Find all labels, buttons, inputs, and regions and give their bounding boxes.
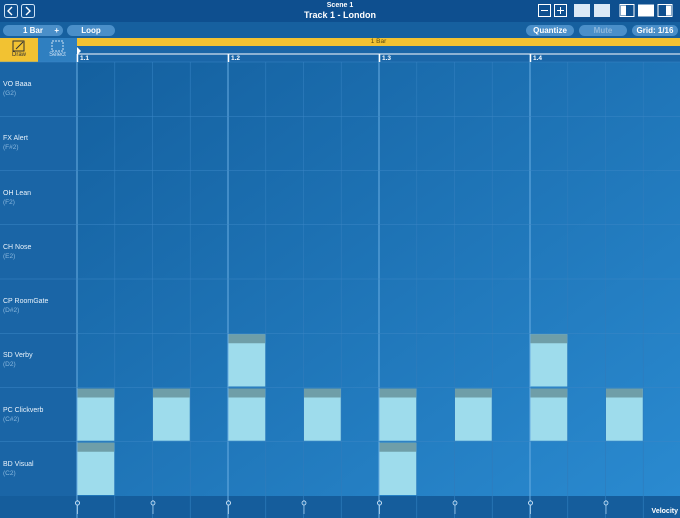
note-velocity bbox=[77, 388, 115, 398]
row-label[interactable]: SD Verby (D2) bbox=[3, 352, 33, 368]
instrument-name: VO Baaa bbox=[3, 81, 32, 88]
row-label[interactable]: OH Lean (F2) bbox=[3, 190, 31, 206]
note-name: (E2) bbox=[3, 252, 16, 260]
instrument-name: FX Alert bbox=[3, 135, 28, 143]
note[interactable] bbox=[379, 442, 417, 495]
row-label[interactable]: CP RoomGate (D#2) bbox=[3, 298, 48, 314]
note-velocity bbox=[153, 388, 190, 398]
note-velocity bbox=[606, 388, 643, 398]
note[interactable] bbox=[304, 388, 341, 441]
velocity-handle bbox=[150, 500, 156, 506]
nav-buttons[interactable] bbox=[4, 4, 36, 19]
velocity-label: Velocity bbox=[651, 508, 678, 515]
length-button[interactable]: 1 Bar + bbox=[3, 25, 63, 36]
playhead bbox=[77, 47, 81, 55]
note[interactable] bbox=[228, 388, 266, 441]
draw-icon bbox=[12, 40, 25, 52]
velocity-handle bbox=[452, 500, 458, 506]
draw-tool[interactable]: Draw bbox=[0, 38, 38, 62]
note-velocity bbox=[379, 442, 417, 452]
draw-label: Draw bbox=[11, 52, 26, 58]
velocity-handle bbox=[301, 500, 307, 506]
row-label[interactable]: PC Clickverb (C#2) bbox=[3, 407, 43, 423]
loop-region[interactable]: 1 Bar bbox=[77, 38, 680, 46]
instrument-name: OH Lean bbox=[3, 189, 32, 197]
velocity-handle bbox=[226, 500, 231, 506]
note-name: (C2) bbox=[3, 469, 16, 477]
note[interactable] bbox=[77, 388, 115, 441]
note-name: (F2) bbox=[3, 198, 15, 206]
ruler-label: 1.3 bbox=[382, 55, 391, 62]
add-button[interactable]: + bbox=[54, 26, 59, 35]
note-name: (G2) bbox=[3, 90, 16, 97]
note[interactable] bbox=[455, 388, 492, 441]
row-label[interactable]: FX Alert (F#2) bbox=[3, 135, 28, 151]
note-velocity bbox=[228, 388, 266, 398]
note-velocity bbox=[379, 388, 417, 398]
instrument-name: PC Clickverb bbox=[3, 406, 44, 414]
title-bar: Scene 1 Track 1 - London bbox=[0, 0, 680, 22]
select-icon bbox=[51, 40, 63, 52]
note-velocity bbox=[228, 334, 266, 344]
velocity-handle bbox=[528, 500, 533, 506]
ruler-label: 1.2 bbox=[231, 55, 240, 62]
loop-button[interactable]: Loop bbox=[67, 25, 115, 36]
note-velocity bbox=[455, 388, 492, 398]
note-velocity bbox=[530, 334, 568, 344]
note-name: (C#2) bbox=[3, 415, 20, 423]
select-label: Select bbox=[49, 52, 66, 58]
grid-button[interactable]: Grid: 1/16 bbox=[632, 25, 678, 36]
select-tool[interactable]: Select bbox=[38, 38, 77, 62]
note[interactable] bbox=[379, 388, 417, 441]
row-label[interactable]: BD Visual (C2) bbox=[3, 461, 34, 477]
note[interactable] bbox=[228, 334, 266, 387]
note-name: (D#2) bbox=[3, 307, 20, 314]
note[interactable] bbox=[530, 334, 568, 387]
note-velocity bbox=[530, 388, 568, 398]
note-velocity bbox=[304, 388, 341, 398]
view-buttons[interactable] bbox=[538, 4, 678, 19]
velocity-handle bbox=[75, 500, 80, 506]
row-label[interactable]: VO Baaa (G2) bbox=[3, 81, 31, 97]
ruler-label: 1.4 bbox=[533, 55, 542, 62]
note[interactable] bbox=[530, 388, 568, 441]
scene-name: Scene 1 bbox=[326, 2, 354, 9]
instrument-name: CH Nose bbox=[3, 243, 32, 251]
length-text: 1 Bar bbox=[22, 26, 43, 35]
velocity-handle bbox=[377, 500, 382, 506]
quantize-button[interactable]: Quantize bbox=[526, 25, 574, 36]
note-velocity bbox=[77, 442, 115, 452]
note[interactable] bbox=[606, 388, 643, 441]
instrument-name: CP RoomGate bbox=[3, 298, 49, 305]
toolbar bbox=[0, 22, 680, 38]
track-title: Track 1 - London bbox=[303, 10, 376, 20]
instrument-name: SD Verby bbox=[3, 352, 33, 360]
note[interactable] bbox=[77, 442, 115, 495]
mute-button[interactable]: Mute bbox=[579, 25, 627, 36]
instrument-name: BD Visual bbox=[3, 460, 34, 468]
note-name: (D2) bbox=[3, 361, 16, 369]
note-name: (F#2) bbox=[3, 144, 19, 152]
velocity-handle bbox=[603, 500, 609, 506]
ruler-label: 1.1 bbox=[80, 55, 89, 62]
row-label[interactable]: CH Nose (E2) bbox=[3, 244, 31, 260]
note[interactable] bbox=[153, 388, 190, 441]
